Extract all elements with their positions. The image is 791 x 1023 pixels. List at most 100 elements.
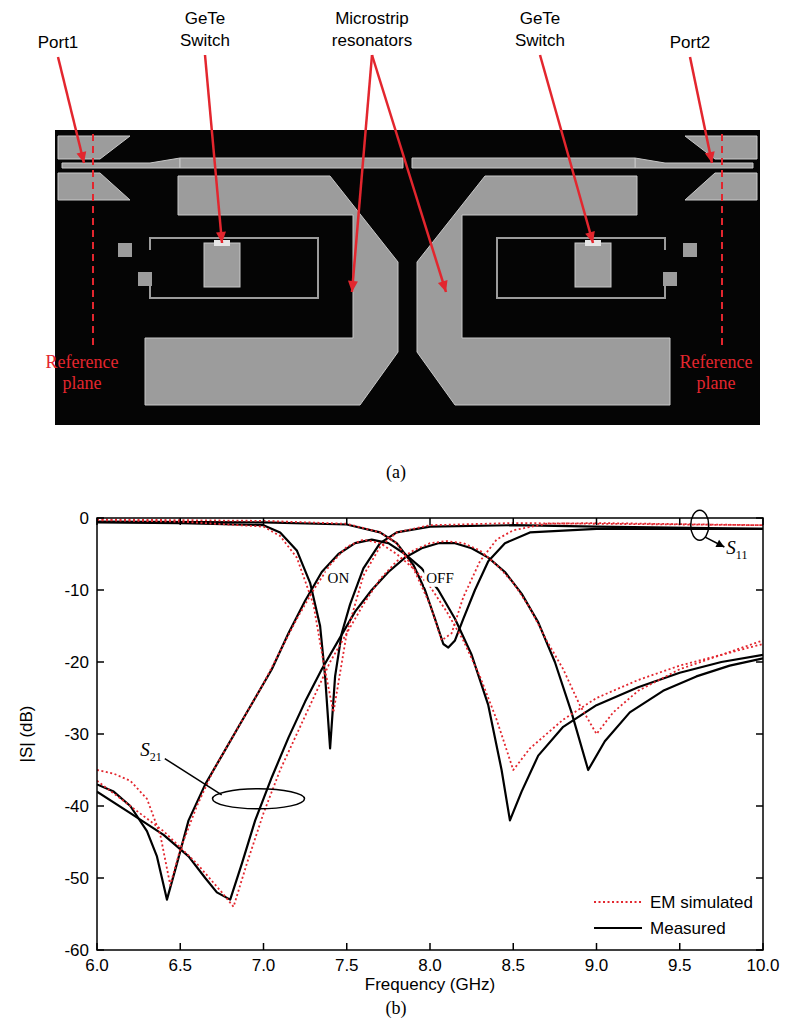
arrow-shaft bbox=[540, 55, 593, 243]
x-tick bbox=[429, 518, 431, 525]
y-tick bbox=[97, 733, 104, 735]
arrow-shaft bbox=[205, 55, 222, 243]
series-line bbox=[97, 519, 763, 640]
annotations: ONOFFS11S21 bbox=[138, 510, 749, 809]
bias-pad bbox=[683, 243, 697, 257]
reference-plane-line bbox=[721, 134, 723, 345]
switch-pad bbox=[575, 243, 611, 287]
bias-line bbox=[497, 238, 665, 298]
y-tick-label: -30 bbox=[64, 725, 89, 744]
panel-b: 6.06.57.07.58.08.59.09.510.00-10-20-30-4… bbox=[17, 509, 780, 1019]
annotation: OFF bbox=[426, 570, 454, 586]
y-tick bbox=[97, 949, 104, 951]
x-tick-label: 9.0 bbox=[585, 956, 609, 975]
x-tick bbox=[263, 943, 265, 950]
device-label: GeTe Switch bbox=[180, 9, 230, 50]
legend-label: EM simulated bbox=[650, 893, 753, 912]
x-tick bbox=[263, 518, 265, 525]
x-tick bbox=[346, 518, 348, 525]
x-tick bbox=[762, 518, 764, 525]
x-tick-label: 8.0 bbox=[418, 956, 442, 975]
y-tick bbox=[756, 805, 763, 807]
y-tick bbox=[756, 733, 763, 735]
y-tick bbox=[97, 517, 104, 519]
reference-label-line: Reference bbox=[680, 352, 753, 372]
device-label-line: Port1 bbox=[38, 33, 79, 52]
symbol: S bbox=[726, 537, 736, 558]
arrow-head bbox=[77, 151, 87, 163]
x-tick bbox=[180, 943, 182, 950]
reference-plane-line bbox=[92, 134, 94, 345]
series-line bbox=[97, 522, 763, 748]
subscript: 11 bbox=[736, 548, 748, 562]
x-tick bbox=[429, 943, 431, 950]
bias-pad bbox=[138, 272, 152, 286]
annotation-patch bbox=[424, 569, 456, 587]
device-label-line: Port2 bbox=[670, 33, 711, 52]
y-tick bbox=[756, 517, 763, 519]
device-label-line: GeTe bbox=[520, 9, 561, 28]
figure: ReferenceplaneReferenceplanePort1GeTeSwi… bbox=[0, 0, 791, 1023]
device-label-line: Microstrip bbox=[335, 9, 409, 28]
x-tick-label: 10.0 bbox=[746, 956, 779, 975]
x-tick bbox=[180, 518, 182, 525]
annotation: ON bbox=[328, 570, 350, 586]
y-tick-label: -60 bbox=[64, 941, 89, 960]
device-label: Port1 bbox=[38, 33, 79, 52]
feed-line bbox=[412, 158, 635, 168]
bias-line bbox=[150, 238, 318, 298]
x-tick-label: 7.5 bbox=[335, 956, 359, 975]
arrow-shaft bbox=[352, 55, 372, 292]
annotation: S21 bbox=[140, 739, 162, 764]
y-tick-label: 0 bbox=[80, 509, 89, 528]
x-tick bbox=[679, 943, 681, 950]
annotation-patch bbox=[326, 569, 352, 587]
x-tick bbox=[596, 943, 598, 950]
bias-pad bbox=[663, 272, 677, 286]
arrow-head bbox=[216, 232, 226, 243]
subscript: 21 bbox=[150, 750, 162, 764]
x-tick-label: 7.0 bbox=[252, 956, 276, 975]
symbol: S bbox=[140, 739, 150, 760]
x-tick bbox=[596, 518, 598, 525]
y-tick bbox=[756, 661, 763, 663]
annotation-patch bbox=[724, 536, 749, 563]
arrow-head bbox=[438, 280, 448, 292]
x-tick bbox=[346, 943, 348, 950]
arrow-head bbox=[348, 281, 358, 292]
reference-label-line: plane bbox=[697, 373, 736, 393]
y-tick bbox=[97, 661, 104, 663]
y-tick bbox=[97, 805, 104, 807]
x-tick bbox=[96, 943, 98, 950]
y-tick bbox=[756, 589, 763, 591]
annotation-ellipse bbox=[213, 789, 305, 809]
resonator bbox=[417, 176, 670, 405]
device-label-line: GeTe bbox=[185, 9, 226, 28]
reference-label: Referenceplane bbox=[46, 352, 119, 393]
caption: (a) bbox=[386, 462, 406, 483]
panel-a: ReferenceplaneReferenceplanePort1GeTeSwi… bbox=[38, 9, 760, 425]
signal-taper bbox=[635, 158, 753, 168]
y-tick bbox=[97, 589, 104, 591]
arrow-shaft bbox=[372, 55, 446, 292]
series-group bbox=[97, 519, 763, 906]
series-line bbox=[97, 540, 763, 900]
x-tick bbox=[679, 518, 681, 525]
annotation-arrow-head bbox=[715, 540, 724, 547]
annotation-leader bbox=[165, 759, 222, 795]
reference-label-line: plane bbox=[63, 373, 102, 393]
legend-label: Measured bbox=[650, 919, 726, 938]
y-tick-label: -50 bbox=[64, 869, 89, 888]
device-label: Microstripresonators bbox=[332, 9, 412, 50]
device-label-line: Switch bbox=[180, 31, 230, 50]
y-tick bbox=[97, 877, 104, 879]
x-tick bbox=[762, 943, 764, 950]
legend: EM simulated Measured bbox=[594, 893, 753, 938]
device-label: GeTeSwitch bbox=[515, 9, 565, 50]
x-tick bbox=[513, 518, 515, 525]
caption: (b) bbox=[386, 998, 407, 1019]
y-tick bbox=[756, 949, 763, 951]
series-line bbox=[97, 540, 763, 886]
signal-taper bbox=[62, 158, 180, 168]
arrow-shaft bbox=[690, 57, 712, 163]
